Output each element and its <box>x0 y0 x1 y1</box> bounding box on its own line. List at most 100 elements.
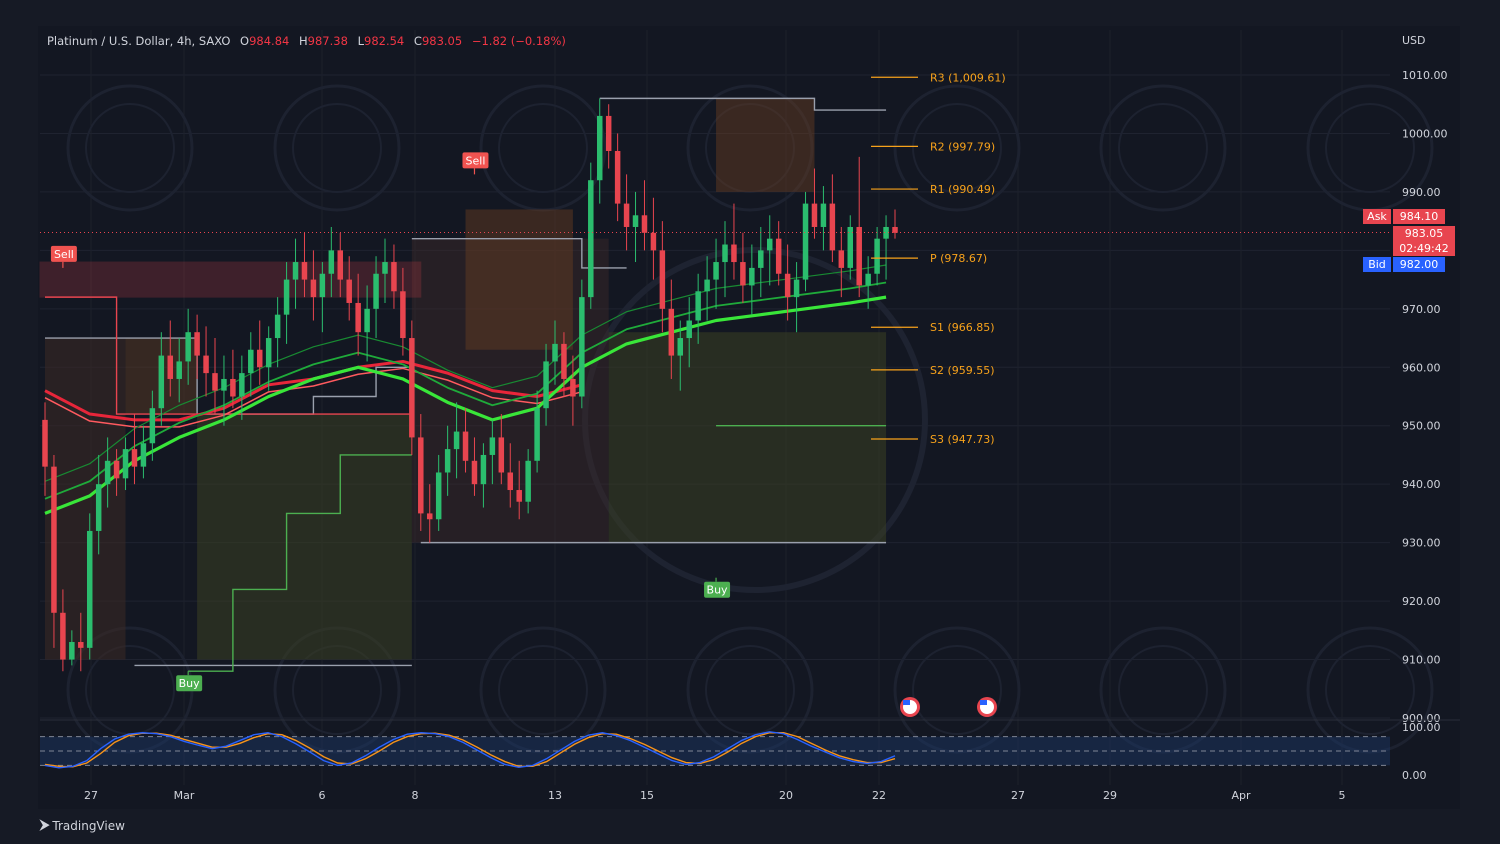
watermark-seal <box>686 626 814 754</box>
buy-signal-label: Buy <box>707 584 729 597</box>
candle-up <box>632 215 639 227</box>
candle-down <box>230 378 236 397</box>
candle-up <box>104 460 111 485</box>
watermark-center-seal <box>582 247 928 593</box>
pivot-label: R3 (1,009.61) <box>930 71 1006 84</box>
candle-down <box>42 419 48 467</box>
candle-down <box>51 466 57 613</box>
watermark-seal-inner <box>498 645 588 735</box>
price-tick-label: 930.00 <box>1402 537 1441 550</box>
pivot-label: S2 (959.55) <box>930 364 995 377</box>
watermark-seal <box>66 84 194 212</box>
candle-up <box>274 314 281 339</box>
price-tick-label: 920.00 <box>1402 595 1441 608</box>
candle-up <box>176 361 182 379</box>
candle-up <box>874 238 880 274</box>
candle-down <box>775 238 782 274</box>
sell-box <box>39 261 422 298</box>
brand-name: TradingView <box>52 818 125 833</box>
candles <box>40 98 1390 672</box>
time-tick-label: 5 <box>1339 789 1346 802</box>
candle-down <box>829 203 836 251</box>
time-tick-label: 8 <box>412 789 419 802</box>
high-value: 987.38 <box>307 34 348 48</box>
ask-price: 984.10 <box>1393 209 1445 224</box>
candle-up <box>865 273 871 286</box>
ema-green <box>44 295 887 515</box>
candle-up <box>283 279 290 315</box>
price-tick-label: 1010.00 <box>1402 69 1448 82</box>
economic-events <box>900 697 997 717</box>
candle-up <box>221 378 227 391</box>
candle-up <box>722 244 728 263</box>
candle-up <box>677 338 684 356</box>
candle-up <box>185 332 191 362</box>
candle-down <box>391 262 397 292</box>
tradingview-logo[interactable]: ⮞ TradingView <box>40 818 125 833</box>
oscillator-tick-label: 0.00 <box>1402 769 1427 782</box>
candle-up <box>328 250 335 274</box>
symbol-title: Platinum / U.S. Dollar, 4h, SAXO <box>47 34 231 48</box>
candle-down <box>838 250 845 268</box>
candle-down <box>507 472 514 491</box>
watermark-seal <box>1306 626 1434 754</box>
candle-down <box>60 612 66 660</box>
pivot-label: R2 (997.79) <box>930 140 995 153</box>
candle-up <box>453 431 460 450</box>
price-tick-label: 1000.00 <box>1402 127 1448 140</box>
price-tick-label: 910.00 <box>1402 654 1441 667</box>
watermark-seal-inner <box>1325 103 1415 193</box>
watermark-seal <box>273 84 401 212</box>
watermark-seal <box>893 626 1021 754</box>
currency-label: USD <box>1402 34 1426 47</box>
time-tick-label: Apr <box>1231 789 1251 802</box>
candle-down <box>256 349 263 368</box>
watermark-seal-inner <box>85 103 175 193</box>
candle-down <box>641 215 648 233</box>
candle-up <box>444 449 451 473</box>
change-value: −1.82 (−0.18%) <box>471 34 566 48</box>
last-price: 983.05 <box>1404 227 1444 240</box>
buy-signal-box <box>176 675 203 692</box>
candle-down <box>355 302 361 333</box>
candle-up <box>686 320 692 339</box>
candle-up <box>158 355 165 409</box>
time-axis: 27 Mar 6 8 13 15 20 22 27 29 Apr 5 <box>84 789 1346 802</box>
watermark-seal <box>479 84 607 212</box>
trend-zones <box>39 97 887 672</box>
candle-down <box>462 431 469 461</box>
candle-up <box>749 267 755 286</box>
candle-up <box>802 203 809 280</box>
watermark-seal <box>1099 626 1227 754</box>
candle-down <box>516 490 522 502</box>
candle-up <box>364 308 370 333</box>
sell-signal-box <box>50 245 77 262</box>
sell-signal-label: Sell <box>466 154 486 167</box>
stoch-d-line <box>44 732 896 768</box>
low-value: 982.54 <box>364 34 405 48</box>
candle-up <box>69 642 75 660</box>
watermark-seal-inner <box>912 645 1002 735</box>
candle-up <box>373 273 379 309</box>
watermark-seal-inner <box>1118 645 1208 735</box>
sell-signal-box <box>462 152 489 169</box>
candle-up <box>552 343 558 362</box>
close-value: 983.05 <box>421 34 463 48</box>
symbol-legend: Platinum / U.S. Dollar, 4h, SAXO O984.84… <box>47 34 566 48</box>
candle-down <box>614 150 621 204</box>
candle-down <box>409 338 415 438</box>
open-label: O <box>240 34 250 48</box>
close-label: C <box>413 34 422 48</box>
candle-down <box>212 373 218 391</box>
candle-up <box>883 226 889 239</box>
watermark-seal <box>479 626 607 754</box>
tradingview-icon: ⮞ <box>40 818 49 833</box>
time-tick-label: 27 <box>1011 789 1025 802</box>
price-tick-label: 940.00 <box>1402 478 1441 491</box>
buy-signal-label: Buy <box>179 677 201 690</box>
price-tick-label: 950.00 <box>1402 420 1441 433</box>
candle-down <box>740 262 746 286</box>
watermark-seal <box>686 84 814 212</box>
candle-down <box>668 308 675 356</box>
